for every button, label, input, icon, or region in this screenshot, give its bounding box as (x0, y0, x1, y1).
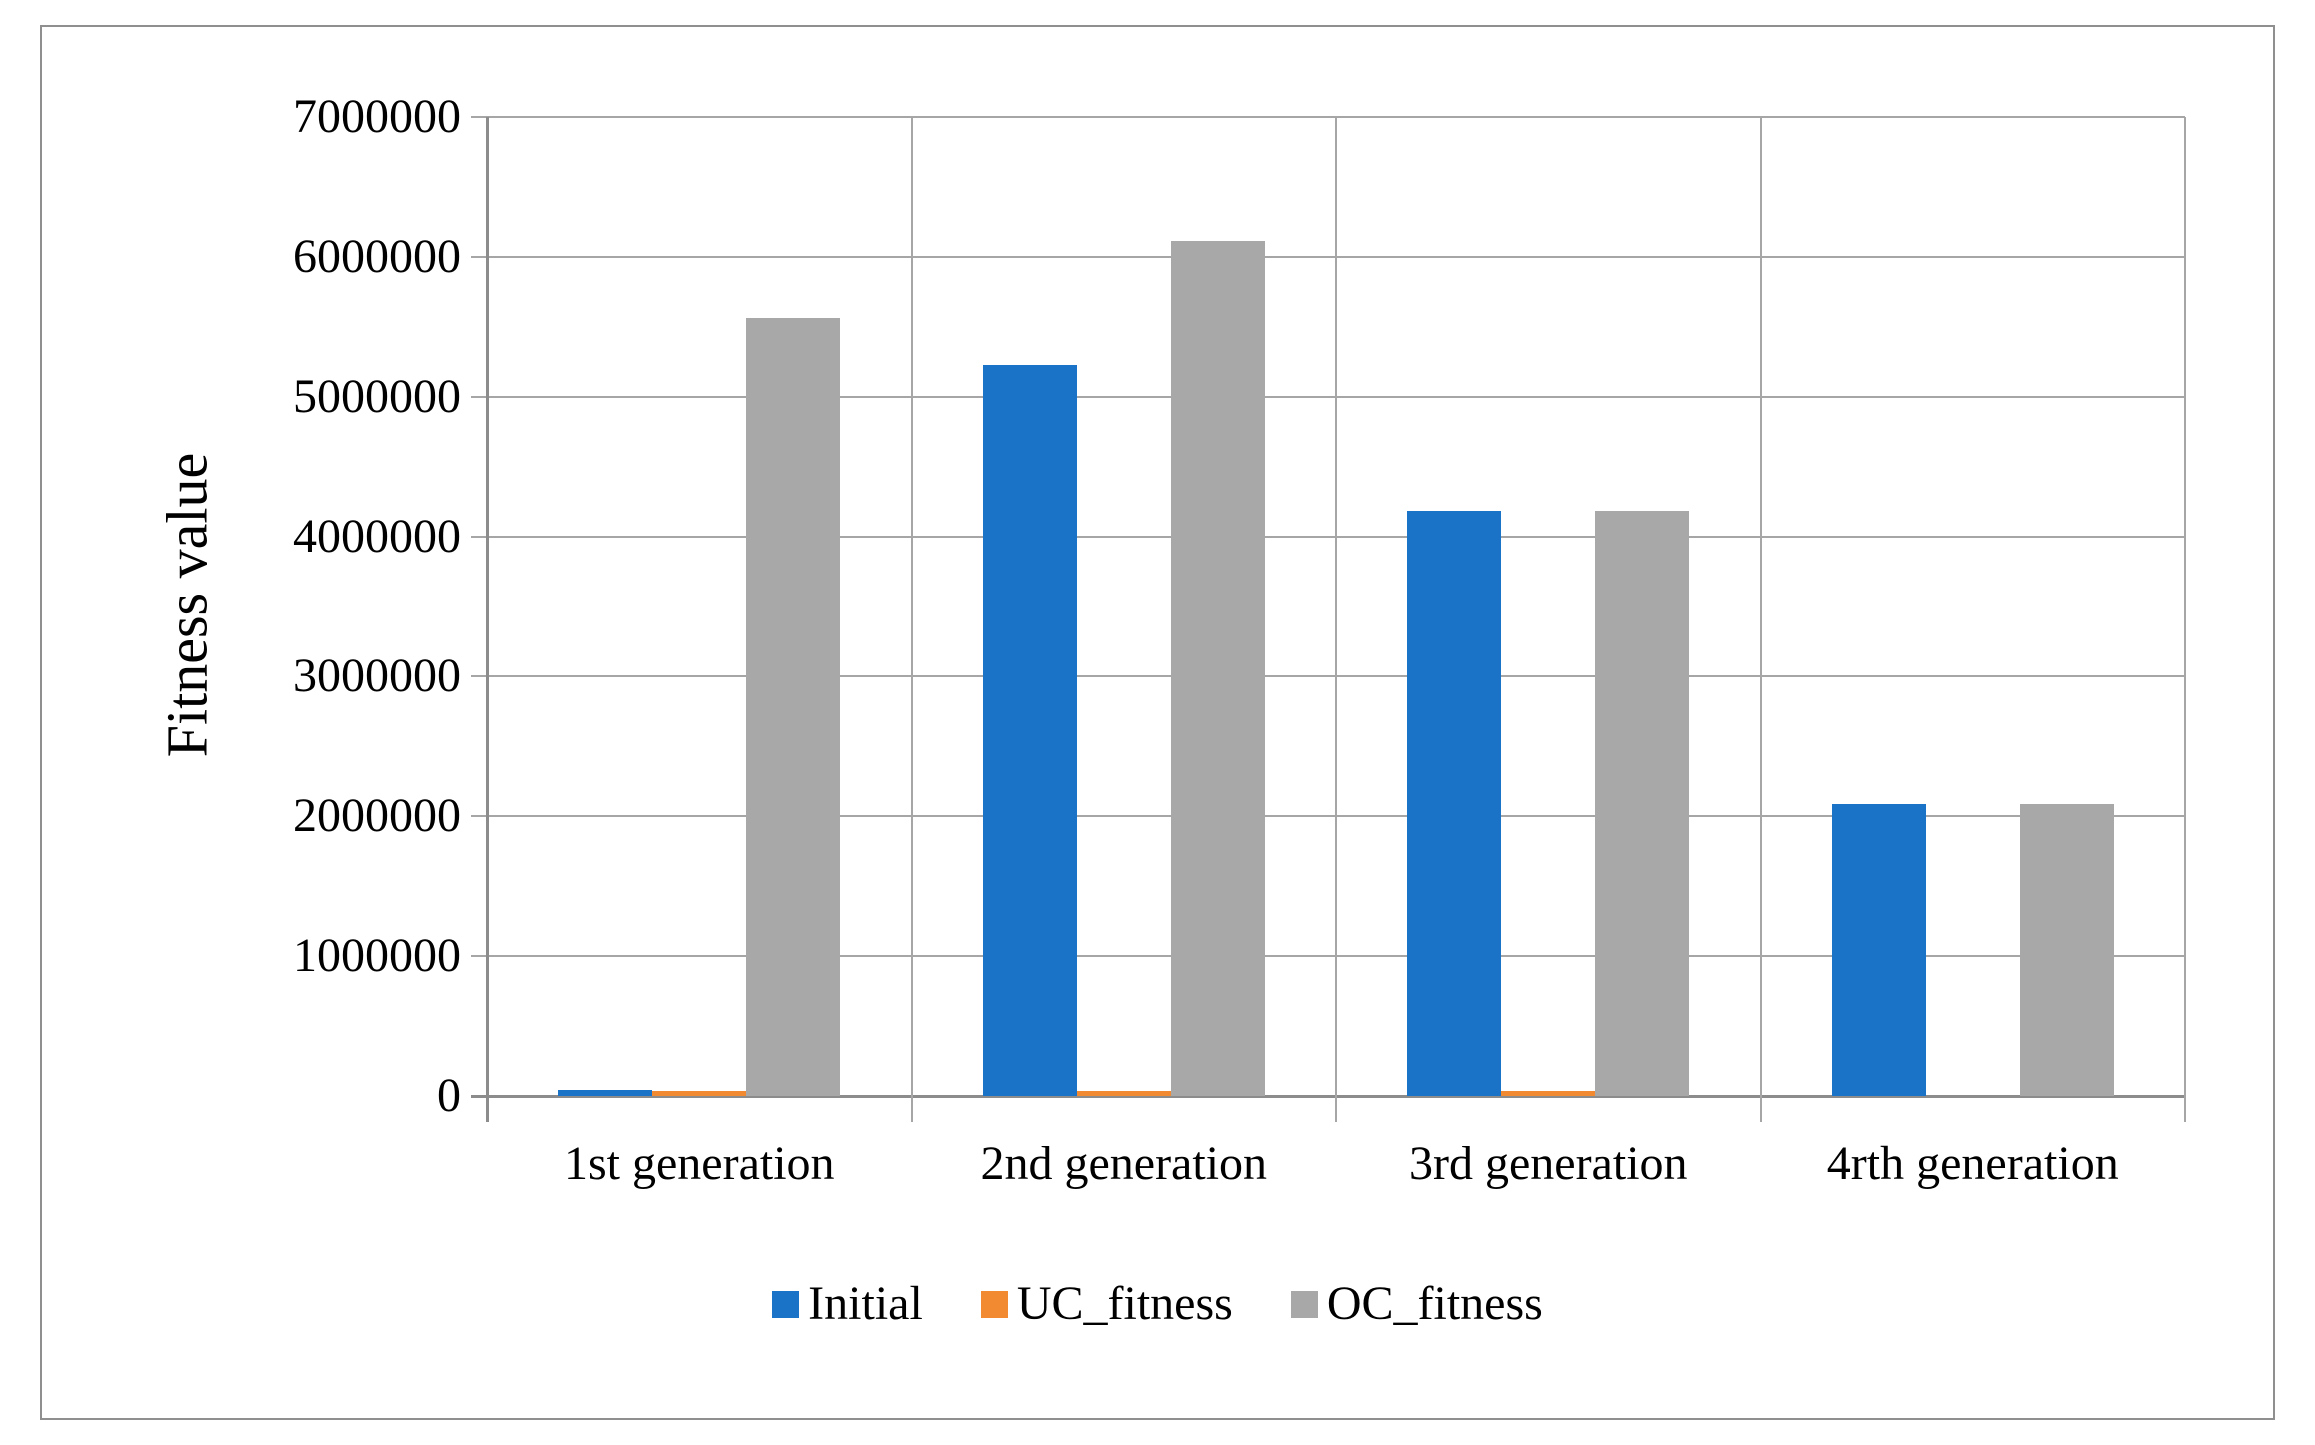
legend-item-OC_fitness: OC_fitness (1290, 1277, 1543, 1330)
plot-right-border (2184, 117, 2186, 1122)
x-category-label: 2nd generation (980, 1137, 1268, 1190)
gridline-vertical (1335, 117, 1337, 1122)
y-axis-line (486, 117, 489, 1122)
bar-OC_fitness-2nd generation (1171, 241, 1265, 1096)
x-category-label: 4rth generation (1826, 1137, 2119, 1190)
legend-label: UC_fitness (1016, 1277, 1233, 1330)
bar-UC_fitness-2nd generation (1077, 1091, 1171, 1096)
y-tick-label: 4000000 (293, 509, 461, 563)
y-tick-label: 3000000 (293, 649, 461, 703)
bar-Initial-3rd generation (1407, 511, 1501, 1096)
plot-area (471, 116, 2186, 1122)
legend-label: Initial (808, 1277, 923, 1330)
gridline-horizontal (471, 256, 2185, 258)
gridline-horizontal (471, 116, 2185, 118)
legend-item-Initial: Initial (772, 1278, 923, 1330)
bar-Initial-2nd generation (983, 364, 1077, 1096)
gridline-horizontal (471, 536, 2185, 538)
gridline-horizontal (471, 675, 2185, 677)
y-tick-label: 0 (437, 1069, 461, 1122)
chart-frame: Fitness value 7000000 6000000 5000000 40000… (40, 25, 2275, 1420)
y-tick-label: 2000000 (293, 789, 461, 843)
x-axis-line (471, 1095, 2185, 1098)
legend-swatch-UC_fitness (980, 1290, 1008, 1318)
bar-UC_fitness-3rd generation (1501, 1091, 1595, 1096)
gridline-horizontal (471, 955, 2185, 957)
y-tick-label: 7000000 (293, 90, 461, 143)
gridline-horizontal (471, 396, 2185, 398)
gridline-horizontal (471, 815, 2185, 817)
legend-swatch-Initial (772, 1290, 800, 1318)
gridline-vertical (911, 117, 913, 1122)
bar-OC_fitness-1st generation (746, 318, 840, 1096)
y-axis-title: Fitness value (154, 452, 220, 758)
legend-swatch-OC_fitness (1290, 1290, 1318, 1318)
legend: Initial UC_fitness OC_fitness (42, 1278, 2273, 1330)
legend-label: OC_fitness (1326, 1277, 1543, 1330)
bar-OC_fitness-4rth generation (2020, 803, 2114, 1096)
gridline-vertical (1760, 117, 1762, 1122)
bar-OC_fitness-3rd generation (1595, 511, 1689, 1096)
x-category-label: 3rd generation (1408, 1137, 1688, 1190)
bar-Initial-4rth generation (1832, 803, 1926, 1096)
y-tick-label: 6000000 (293, 229, 461, 283)
y-tick-label: 5000000 (293, 369, 461, 423)
bar-UC_fitness-1st generation (652, 1091, 746, 1096)
x-category-label: 1st generation (563, 1137, 835, 1190)
legend-item-UC_fitness: UC_fitness (980, 1277, 1233, 1330)
y-tick-label: 1000000 (293, 929, 461, 983)
bar-Initial-1st generation (558, 1090, 652, 1096)
